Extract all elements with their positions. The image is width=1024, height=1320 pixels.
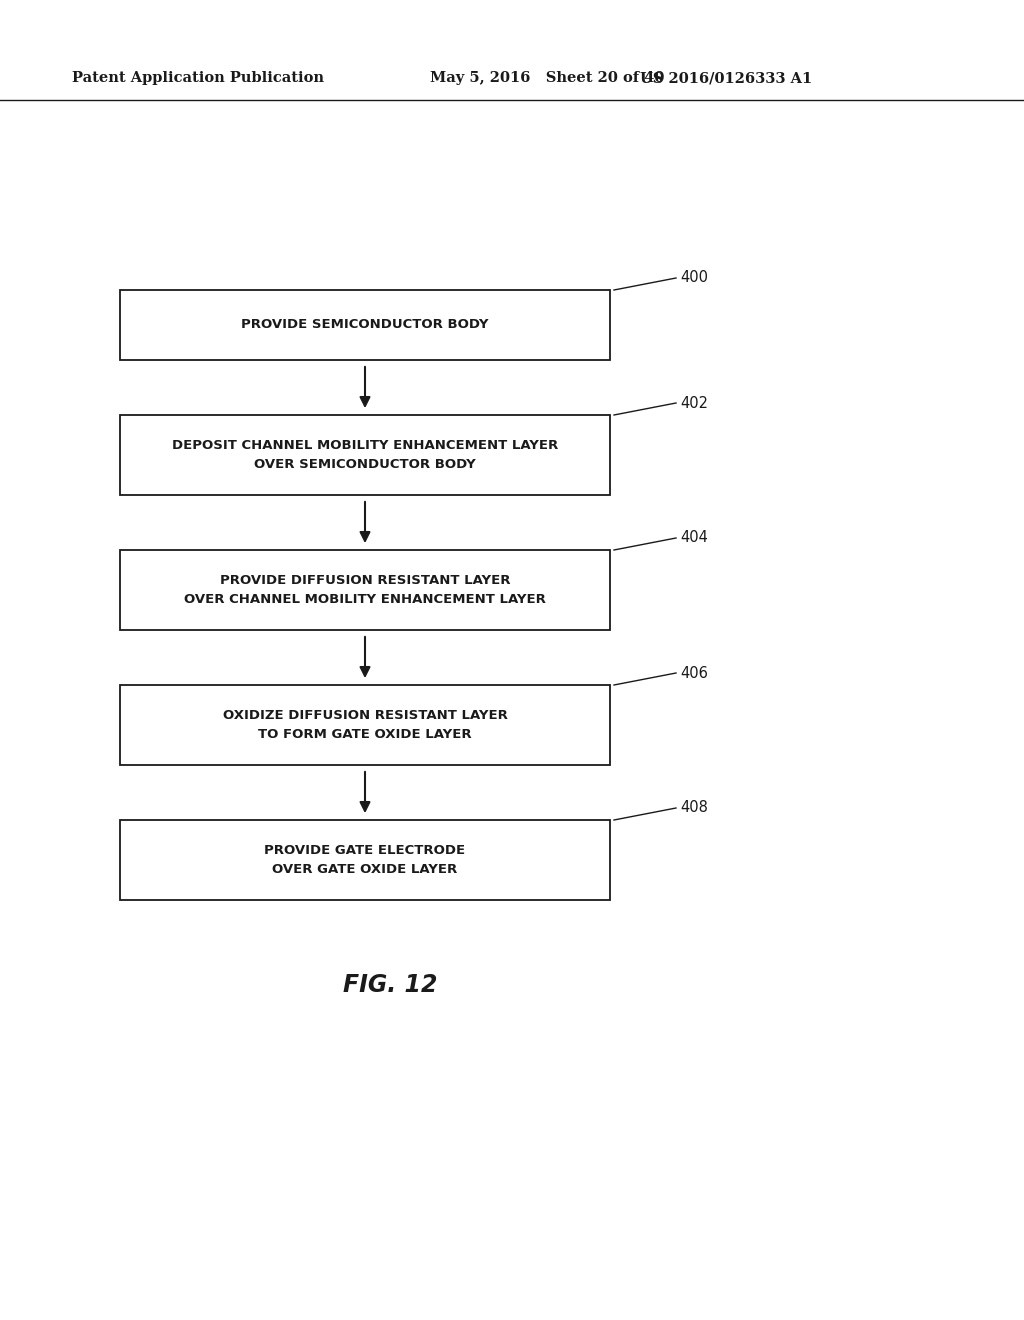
- Text: US 2016/0126333 A1: US 2016/0126333 A1: [640, 71, 812, 84]
- Bar: [120, 685, 610, 766]
- Bar: [120, 820, 610, 900]
- Text: 408: 408: [680, 800, 708, 816]
- Text: PROVIDE DIFFUSION RESISTANT LAYER
OVER CHANNEL MOBILITY ENHANCEMENT LAYER: PROVIDE DIFFUSION RESISTANT LAYER OVER C…: [184, 574, 546, 606]
- Text: PROVIDE GATE ELECTRODE
OVER GATE OXIDE LAYER: PROVIDE GATE ELECTRODE OVER GATE OXIDE L…: [264, 843, 466, 876]
- Text: 406: 406: [680, 665, 708, 681]
- Bar: [120, 550, 610, 630]
- Text: 400: 400: [680, 271, 708, 285]
- Bar: [120, 414, 610, 495]
- Text: May 5, 2016   Sheet 20 of 40: May 5, 2016 Sheet 20 of 40: [430, 71, 665, 84]
- Bar: [120, 290, 610, 360]
- Text: OXIDIZE DIFFUSION RESISTANT LAYER
TO FORM GATE OXIDE LAYER: OXIDIZE DIFFUSION RESISTANT LAYER TO FOR…: [222, 709, 508, 741]
- Text: 404: 404: [680, 531, 708, 545]
- Text: Patent Application Publication: Patent Application Publication: [72, 71, 324, 84]
- Text: DEPOSIT CHANNEL MOBILITY ENHANCEMENT LAYER
OVER SEMICONDUCTOR BODY: DEPOSIT CHANNEL MOBILITY ENHANCEMENT LAY…: [172, 440, 558, 471]
- Text: FIG. 12: FIG. 12: [343, 973, 437, 997]
- Text: PROVIDE SEMICONDUCTOR BODY: PROVIDE SEMICONDUCTOR BODY: [242, 318, 488, 331]
- Text: 402: 402: [680, 396, 708, 411]
